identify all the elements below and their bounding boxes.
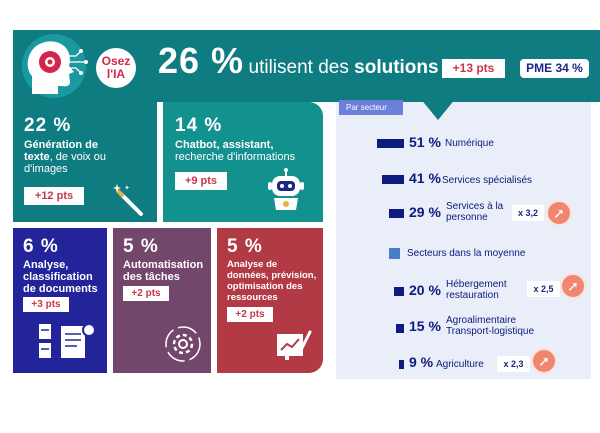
sector-percent: 20 %: [409, 282, 441, 298]
sector-panel: [336, 102, 591, 379]
card-gain: +12 pts: [24, 187, 84, 205]
average-legend-swatch: [389, 248, 400, 259]
pointer-arrow: [420, 98, 456, 120]
sector-bar-services: [382, 175, 404, 184]
sector-label: Services spécialisés: [442, 175, 533, 186]
card-description: Automatisation des tâches: [123, 259, 204, 283]
card-gain: +9 pts: [175, 172, 227, 190]
arrow-up-icon: ➚: [531, 348, 557, 374]
sector-percent: 29 %: [409, 204, 441, 220]
card-percent: 5 %: [123, 236, 159, 257]
sector-tab: Par secteur: [339, 100, 403, 115]
sector-label: Agroalimentaire Transport-logistique: [446, 315, 535, 337]
documents-icon: [39, 323, 96, 358]
multiplier-pill: x 3,2: [512, 205, 544, 221]
card-gain: +2 pts: [123, 286, 169, 301]
sector-bar-hebergement: [394, 287, 404, 296]
card-percent: 5 %: [227, 236, 263, 257]
sector-label: Agriculture: [436, 359, 484, 370]
card-gain: +2 pts: [227, 307, 273, 322]
multiplier-pill: x 2,5: [527, 281, 560, 297]
average-legend-label: Secteurs dans la moyenne: [407, 248, 526, 259]
card-description: Analyse, classification de documents: [23, 259, 98, 295]
headline-text: utilisent des: [248, 57, 355, 78]
card-gain: +3 pts: [23, 297, 69, 312]
card-percent: 14 %: [175, 115, 223, 136]
robot-icon: [268, 168, 304, 210]
sector-bar-agriculture: [399, 360, 404, 369]
card-data-analysis: 5 % Analyse de données, prévision, optim…: [217, 228, 323, 373]
sector-label: Hébergement restauration: [446, 279, 507, 301]
sector-bar-personne: [389, 209, 404, 218]
sector-percent: 9 %: [409, 354, 434, 370]
headline-percent: 26 %: [158, 40, 245, 81]
sector-percent: 51 %: [409, 134, 441, 150]
logo-line2: l'IA: [106, 67, 126, 81]
osez-ia-logo: Osez l'IA: [96, 48, 136, 88]
sector-bar-agro: [396, 324, 404, 333]
card-document-analysis: 6 % Analyse, classification de documents…: [13, 228, 107, 373]
card-text-generation: 22 % Génération de texte, de voix ou d'i…: [13, 102, 157, 222]
headline: 26 % utilisent des solutions d'IA: [158, 40, 479, 82]
magic-wand-icon: [113, 184, 143, 216]
card-task-automation: 5 % Automatisation des tâches +2 pts: [113, 228, 211, 373]
sector-label: Services à la personne: [446, 201, 504, 223]
pme-pill: PME 34 %: [520, 59, 589, 78]
multiplier-pill: x 2,3: [497, 356, 530, 372]
arrow-up-icon: ➚: [546, 200, 572, 226]
card-percent: 22 %: [24, 115, 72, 136]
card-chatbot: 14 % Chatbot, assistant, recherche d'inf…: [163, 102, 323, 222]
sector-bar-numerique: [377, 139, 404, 148]
gear-icon: [165, 326, 201, 362]
arrow-up-icon: ➚: [560, 273, 586, 299]
data-chart-icon: [277, 330, 312, 360]
header-gain-pill: +13 pts: [442, 59, 505, 78]
ai-head-icon: [27, 41, 88, 94]
sector-label: Numérique: [445, 138, 494, 149]
sector-percent: 15 %: [409, 318, 441, 334]
sector-percent: 41 %: [409, 170, 441, 186]
card-description: Analyse de données, prévision, optimisat…: [227, 259, 317, 303]
card-description: Chatbot, assistant, recherche d'informat…: [175, 139, 296, 163]
logo-line1: Osez: [101, 54, 131, 68]
card-percent: 6 %: [23, 236, 59, 257]
card-description: Génération de texte, de voix ou d'images: [24, 139, 106, 175]
